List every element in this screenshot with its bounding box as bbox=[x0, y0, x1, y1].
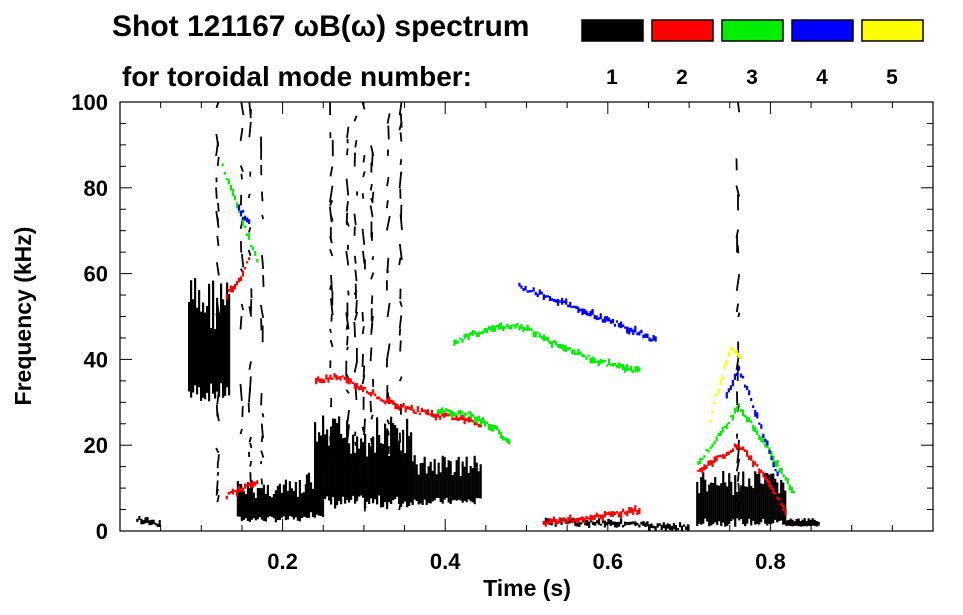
legend-label-1: 1 bbox=[606, 66, 618, 89]
series-n=1 bbox=[136, 102, 820, 531]
series-n=4 bbox=[237, 204, 779, 477]
y-tick-label: 40 bbox=[84, 347, 108, 372]
series-n=5 bbox=[709, 346, 743, 423]
y-tick-label: 80 bbox=[84, 176, 108, 201]
legend-label-2: 2 bbox=[676, 66, 688, 89]
series-n=2-trace-4 bbox=[225, 257, 251, 300]
series-n=4-trace-2 bbox=[237, 204, 251, 224]
chart-subtitle: for toroidal mode number: bbox=[122, 61, 472, 92]
series-n=1-region-0 bbox=[188, 278, 231, 402]
series-n=1-streak-0 bbox=[215, 102, 220, 503]
series-n=1-streak-11 bbox=[735, 102, 741, 513]
x-tick-label: 0.4 bbox=[430, 549, 461, 574]
legend-swatch-3 bbox=[721, 19, 784, 42]
series-n=5-trace-0 bbox=[709, 346, 743, 423]
axis-ticks bbox=[120, 101, 933, 532]
series-n=1-streak-3 bbox=[259, 136, 265, 485]
series-n=3-trace-2 bbox=[697, 403, 795, 494]
series-n=3-trace-1 bbox=[437, 407, 511, 445]
legend-label-4: 4 bbox=[816, 66, 828, 89]
series-n=1-region-3 bbox=[314, 415, 413, 510]
plot-area bbox=[136, 102, 820, 531]
legend-swatch-5 bbox=[861, 19, 924, 42]
chart-title: Shot 121167 ωB(ω) spectrum bbox=[112, 10, 529, 43]
legend-swatch-4 bbox=[791, 19, 854, 42]
series-n=3-trace-3 bbox=[221, 163, 259, 263]
series-n=1-streak-4 bbox=[328, 102, 334, 505]
legend: 1 2 3 4 5 bbox=[581, 19, 924, 89]
legend-label-5: 5 bbox=[886, 66, 898, 89]
series-n=1-region-5 bbox=[696, 470, 787, 527]
x-tick-label: 0.2 bbox=[267, 549, 298, 574]
x-axis-label: Time (s) bbox=[483, 575, 571, 601]
series-n=3-trace-0 bbox=[453, 322, 641, 374]
series-n=3 bbox=[221, 163, 795, 494]
series-n=2 bbox=[225, 257, 787, 527]
x-tick-label: 0.8 bbox=[755, 549, 786, 574]
series-n=1-streak-9 bbox=[385, 113, 391, 499]
series-n=1-region-6 bbox=[785, 518, 820, 527]
series-n=1-streak-7 bbox=[361, 102, 367, 512]
series-n=4-trace-1 bbox=[725, 365, 779, 477]
y-tick-label: 100 bbox=[71, 90, 108, 115]
series-n=1-streak-2 bbox=[247, 102, 253, 514]
y-tick-labels: 0 20 40 60 80 100 bbox=[71, 90, 108, 544]
series-n=1-region-1 bbox=[236, 479, 307, 523]
series-n=1-streak-1 bbox=[239, 102, 245, 517]
series-n=1-streak-6 bbox=[353, 115, 359, 502]
y-axis-label: Frequency (kHz) bbox=[10, 227, 36, 406]
legend-swatch-1 bbox=[581, 19, 644, 42]
series-n=2-trace-0 bbox=[315, 373, 482, 428]
x-tick-labels: 0.2 0.4 0.6 0.8 bbox=[267, 549, 785, 574]
series-n=4-trace-0 bbox=[518, 282, 657, 342]
series-n=1-region-4 bbox=[411, 455, 482, 506]
series-n=1-streak-10 bbox=[398, 102, 403, 511]
series-n=2-trace-1 bbox=[225, 480, 259, 500]
y-tick-label: 20 bbox=[84, 433, 108, 458]
series-n=1-streak-8 bbox=[369, 145, 375, 492]
series-n=1-streak-5 bbox=[345, 126, 350, 501]
series-n=2-trace-2 bbox=[697, 443, 787, 516]
legend-swatch-2 bbox=[651, 19, 714, 42]
legend-label-3: 3 bbox=[746, 66, 758, 89]
series-n=2-trace-3 bbox=[542, 505, 641, 527]
y-tick-label: 60 bbox=[84, 262, 108, 287]
series-n=1-trace-0 bbox=[136, 515, 161, 527]
y-tick-label: 0 bbox=[96, 519, 108, 544]
x-tick-label: 0.6 bbox=[593, 549, 624, 574]
